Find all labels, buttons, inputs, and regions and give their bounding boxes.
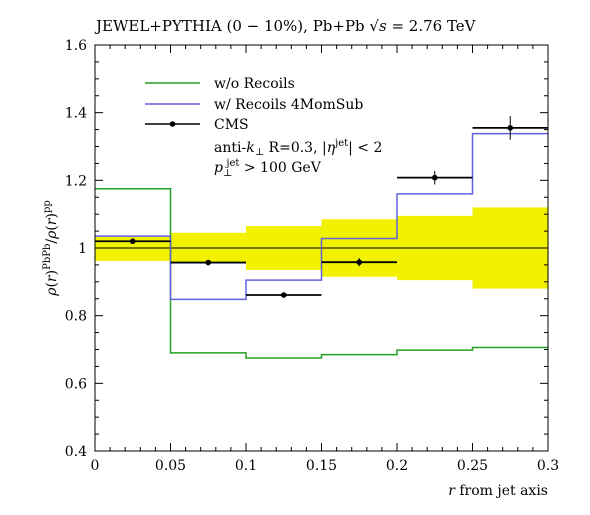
y-axis-label: ρ(r)PbPb/ρ(r)pp <box>42 200 60 297</box>
y-tick-label-0: 0.4 <box>65 444 87 460</box>
x-tick-label-4: 0.2 <box>386 458 408 474</box>
legend: w/o Recoils w/ Recoils 4MomSub CMS anti-… <box>145 76 382 179</box>
cms-point-0 <box>129 238 136 245</box>
axis-ticks: 0 0.05 0.1 0.15 0.2 0.25 0.3 0.4 0.6 0.8 1 1.2 1.4 1.… <box>65 38 559 474</box>
legend-label-recoils: w/ Recoils 4MomSub <box>214 97 363 113</box>
x-tick-label-2: 0.1 <box>235 458 257 474</box>
legend-label-no-recoils: w/o Recoils <box>214 76 295 92</box>
x-tick-label-0: 0 <box>91 458 100 474</box>
x-tick-label-6: 0.3 <box>537 458 559 474</box>
y-tick-label-1: 0.6 <box>65 376 87 392</box>
title-generator: JEWEL+PYTHIA (0 − 10%), Pb+Pb <box>94 17 369 35</box>
y-tick-label-2: 0.8 <box>65 309 87 325</box>
series-lines <box>95 132 548 359</box>
x-axis-label: r from jet axis <box>448 483 548 499</box>
chart-title: JEWEL+PYTHIA (0 − 10%), Pb+Pb √s = 2.76 … <box>94 17 477 35</box>
legend-label-cms: CMS <box>214 117 249 133</box>
x-tick-label-5: 0.25 <box>457 458 488 474</box>
y-tick-label-5: 1.4 <box>65 106 87 122</box>
cms-point-3 <box>356 259 363 266</box>
series-line-0 <box>95 188 548 359</box>
cms-point-5 <box>507 125 514 131</box>
x-tick-label-1: 0.05 <box>155 458 186 474</box>
x-tick-label-3: 0.15 <box>306 458 337 474</box>
cms-point-1 <box>205 259 212 266</box>
series-line-1 <box>95 132 548 301</box>
cms-point-4 <box>431 174 438 181</box>
annotation-jet-algorithm: anti-k⊥ R=0.3, |ηjet| < 2 <box>214 138 382 158</box>
y-tick-label-3: 1 <box>78 241 87 257</box>
annotation-pt-cut: p⊥jet > 100 GeV <box>214 158 322 179</box>
cms-data-points <box>95 116 548 298</box>
y-tick-label-4: 1.2 <box>65 173 87 189</box>
y-tick-label-6: 1.6 <box>65 38 87 54</box>
cms-point-2 <box>280 292 287 298</box>
title-energy: = 2.76 TeV <box>387 17 477 35</box>
title-sqrt-s: √s <box>369 17 387 35</box>
legend-marker-cms <box>169 121 176 127</box>
